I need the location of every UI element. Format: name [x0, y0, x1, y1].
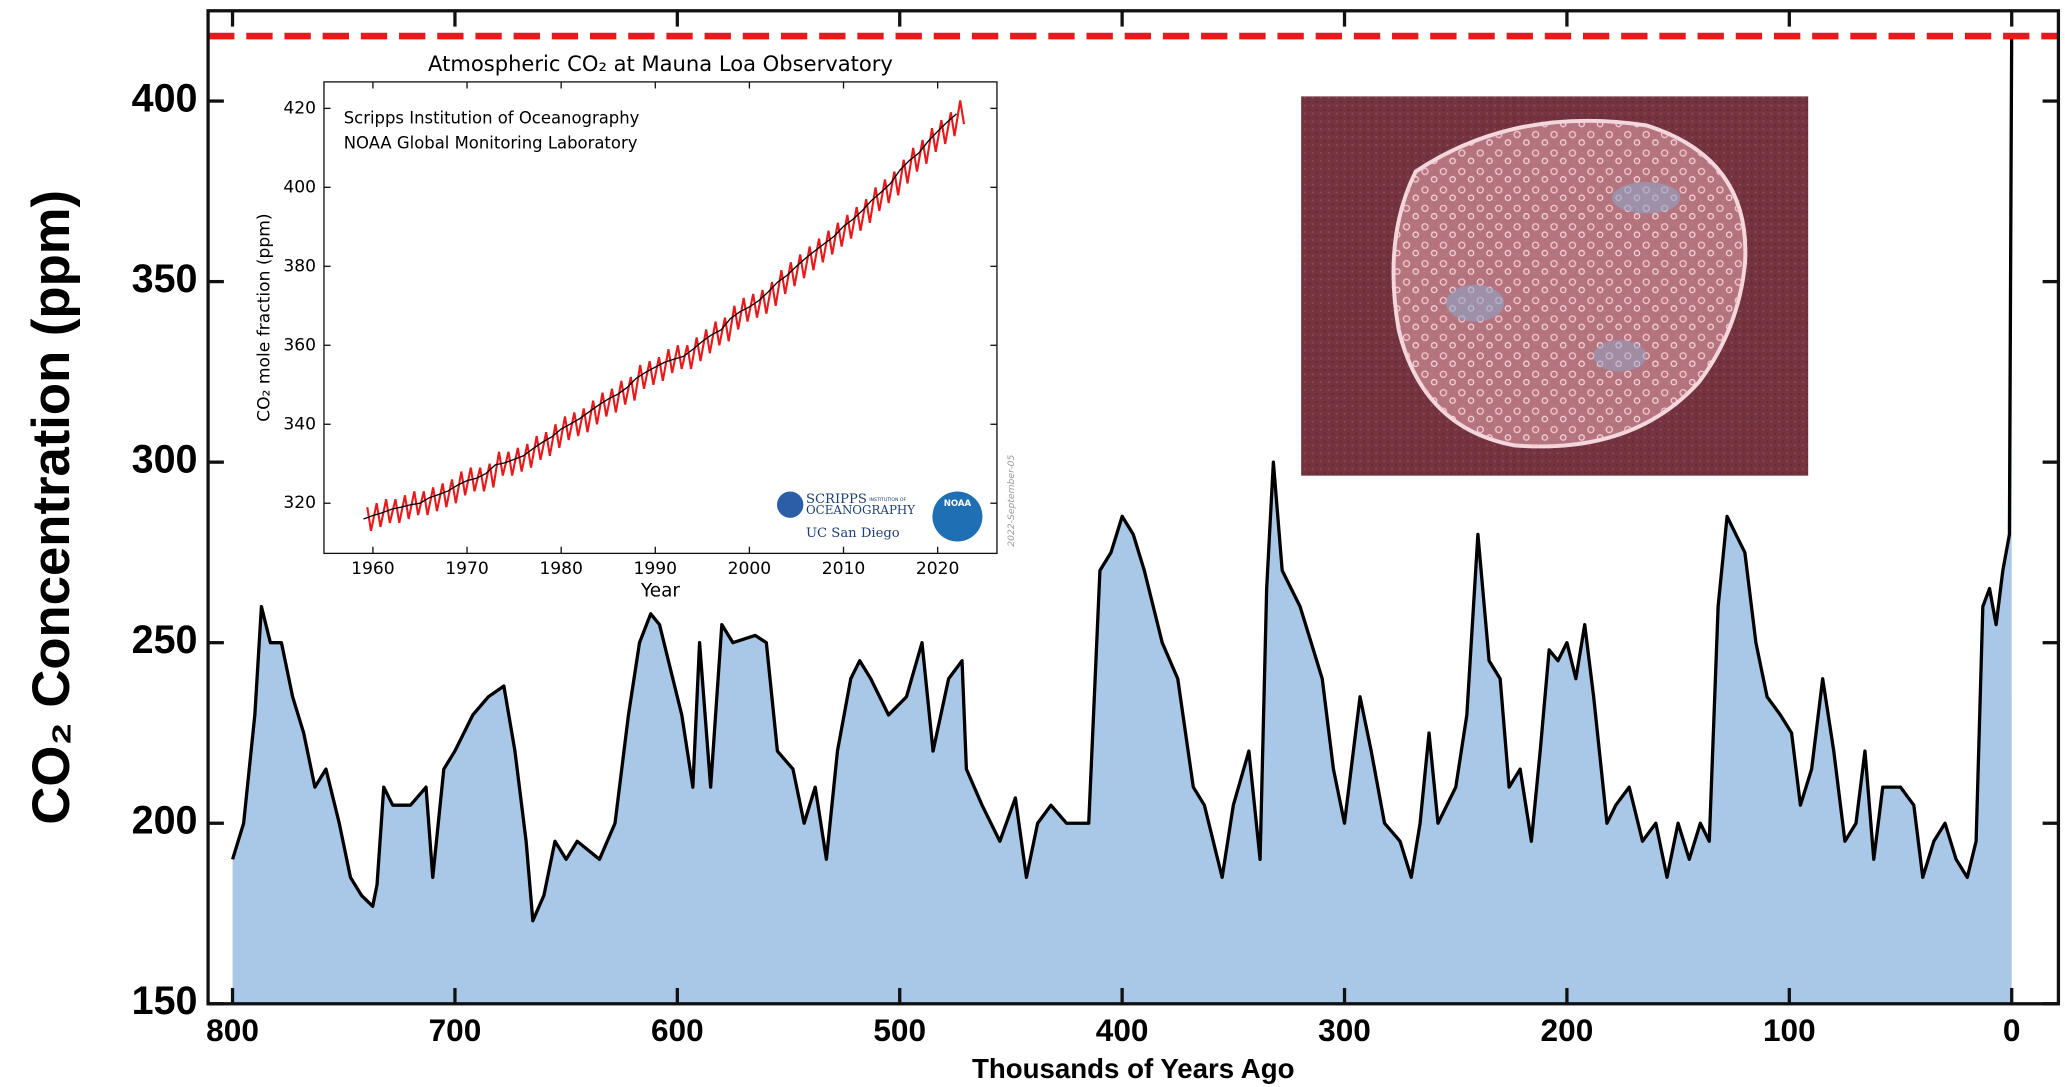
annotation: Scripps Institution of Oceanography [344, 108, 640, 127]
plot-frame [206, 9, 2061, 1006]
x-axis-label: Year [640, 581, 680, 602]
main-chart: 150 200 250 300 350 400 800 700 600 500 400 300 200 1… [22, 9, 2061, 1084]
y-axis-label: CO₂ mole fraction (ppm) [255, 213, 275, 421]
y-tick-label: 400 [283, 177, 316, 197]
logo-text: SCRIPPS [806, 492, 867, 507]
inset-chart: 320 340 360 380 400 420 1960 1970 1980 1990 2000 20… [244, 47, 1025, 604]
date-stamp: 2022-September-05 [1006, 454, 1017, 546]
annotation: NOAA Global Monitoring Laboratory [344, 133, 638, 152]
x-tick-label: 200 [1541, 1012, 1594, 1048]
y-tick-label: 200 [132, 799, 198, 843]
logo-text: UC San Diego [806, 526, 900, 541]
x-axis-label: Thousands of Years Ago [972, 1053, 1295, 1084]
x-tick-label: 2010 [822, 559, 866, 579]
x-tick-label: 100 [1763, 1012, 1816, 1048]
logo-text: NOAA [944, 499, 972, 509]
x-tick-label: 1960 [351, 559, 395, 579]
x-tick-label: 400 [1096, 1012, 1149, 1048]
inset-background [244, 47, 1025, 604]
x-tick-label: 2020 [916, 559, 960, 579]
y-tick-label: 400 [132, 76, 198, 120]
x-tick-label: 600 [651, 1012, 704, 1048]
y-tick-label: 360 [283, 335, 316, 355]
x-tick-label: 1970 [445, 559, 489, 579]
x-tick-label: 0 [2003, 1012, 2021, 1048]
x-tick-label: 1990 [634, 559, 678, 579]
x-tick-label: 300 [1318, 1012, 1371, 1048]
x-tick-label: 1980 [539, 559, 583, 579]
scripps-globe [777, 491, 804, 518]
x-tick-label: 700 [429, 1012, 482, 1048]
x-tick-label: 2000 [728, 559, 772, 579]
y-tick-label: 250 [132, 618, 198, 662]
y-tick-label: 300 [132, 438, 198, 482]
y-tick-label: 320 [283, 493, 316, 513]
y-tick-label: 350 [132, 257, 198, 301]
series-line [366, 100, 966, 532]
y-axis-label: CO₂ Concentration (ppm) [22, 190, 81, 825]
noaa-logo [932, 491, 983, 542]
x-tick-label: 800 [206, 1012, 259, 1048]
y-tick-label: 420 [283, 98, 316, 118]
logo-text: INSTITUTION OF [869, 497, 906, 503]
y-tick-label: 380 [283, 256, 316, 276]
x-tick-label: 500 [873, 1012, 926, 1048]
logo-text: OCEANOGRAPHY [806, 503, 915, 517]
y-tick-label: 150 [132, 979, 198, 1023]
chart-title: Atmospheric CO₂ at Mauna Loa Observatory [428, 51, 893, 76]
series-line [363, 113, 957, 520]
area-line [231, 36, 2014, 923]
y-tick-label: 340 [283, 414, 316, 434]
ice-core-photo [1301, 96, 1809, 476]
plot-frame [323, 81, 998, 555]
